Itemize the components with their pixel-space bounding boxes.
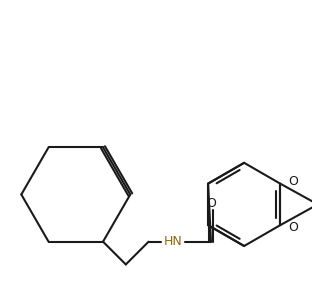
Text: HN: HN (164, 235, 183, 248)
Text: O: O (206, 197, 216, 210)
Text: O: O (288, 175, 298, 188)
Text: O: O (288, 221, 298, 234)
